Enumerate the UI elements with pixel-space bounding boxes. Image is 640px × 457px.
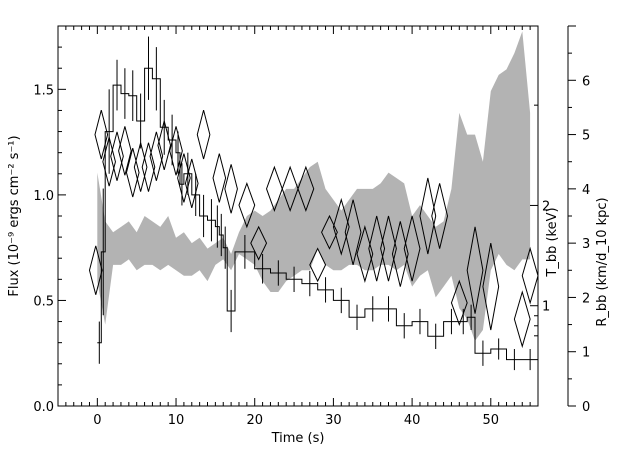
radius-diamond bbox=[224, 164, 238, 214]
x-tick-label: 50 bbox=[483, 413, 500, 428]
y-right-outer-tick-label: 1 bbox=[582, 346, 590, 361]
x-tick-label: 0 bbox=[93, 413, 101, 428]
y-left-tick-label: 1.0 bbox=[33, 189, 54, 204]
y-right-inner-tick-label: 1 bbox=[542, 300, 550, 315]
flux-histogram-layer bbox=[97, 36, 538, 371]
radius-diamond bbox=[94, 110, 109, 160]
radius-diamond bbox=[184, 158, 199, 208]
y-right-outer-tick-label: 3 bbox=[582, 237, 590, 252]
radius-diamond bbox=[513, 290, 531, 349]
radius-diamond bbox=[403, 215, 421, 282]
radius-diamond bbox=[482, 243, 500, 331]
radius-diamond bbox=[281, 165, 299, 213]
y-right-outer-tick-label: 5 bbox=[582, 129, 590, 144]
radius-diamond bbox=[450, 279, 468, 327]
y-right-outer-tick-label: 6 bbox=[582, 74, 590, 89]
radius-diamond bbox=[250, 225, 268, 261]
y-right-outer-tick-label: 2 bbox=[582, 291, 590, 306]
radius-diamond bbox=[297, 165, 315, 213]
temperature-uncertainty-band-layer bbox=[97, 31, 531, 341]
radius-diamond bbox=[196, 110, 211, 160]
radius-diamond bbox=[125, 148, 140, 198]
y-right-outer-tick-label: 4 bbox=[582, 183, 590, 198]
y-right-outer-tick-label: 0 bbox=[582, 400, 590, 415]
radius-diamond bbox=[212, 153, 227, 203]
radius-diamond bbox=[141, 142, 156, 192]
radius-diamond bbox=[88, 245, 103, 295]
x-tick-label: 10 bbox=[168, 413, 185, 428]
radius-diamond bbox=[380, 215, 397, 282]
radius-diamond bbox=[309, 247, 327, 283]
radius-diamond bbox=[110, 131, 124, 181]
radius-diamond-layer bbox=[88, 110, 539, 349]
radius-diamond bbox=[419, 177, 437, 255]
radius-diamond bbox=[177, 153, 191, 203]
radius-diamond bbox=[149, 131, 164, 181]
radius-diamond bbox=[321, 214, 338, 250]
radius-diamond bbox=[521, 246, 539, 305]
radius-diamond bbox=[238, 181, 256, 229]
radius-diamond bbox=[344, 199, 362, 265]
y-axis-label-left: Flux (10⁻⁹ ergs cm⁻² s⁻¹) bbox=[7, 135, 22, 296]
x-tick-label: 40 bbox=[404, 413, 421, 428]
y-axis-label-right-inner: T_bb (keV) bbox=[545, 207, 560, 277]
flux-histogram-line bbox=[97, 67, 538, 361]
radius-diamond bbox=[466, 226, 484, 314]
y-axis-label-right-outer: R_bb (km/d_10 kpc) bbox=[595, 197, 610, 326]
radius-diamond bbox=[332, 197, 350, 256]
x-tick-label: 20 bbox=[246, 413, 263, 428]
radius-diamond bbox=[118, 126, 132, 176]
radius-diamond bbox=[368, 215, 386, 282]
temperature-band bbox=[97, 31, 531, 341]
y-left-tick-label: 1.5 bbox=[33, 83, 54, 98]
radius-diamond bbox=[265, 165, 283, 213]
y-left-tick-label: 0.0 bbox=[33, 400, 54, 415]
y-right-inner-tick-label: 2 bbox=[542, 199, 550, 214]
y-left-tick-label: 0.5 bbox=[33, 294, 54, 309]
radius-diamond bbox=[157, 120, 172, 170]
radius-diamond bbox=[133, 142, 148, 192]
radius-diamond bbox=[169, 126, 183, 176]
x-tick-label: 30 bbox=[325, 413, 342, 428]
x-axis-label: Time (s) bbox=[271, 431, 325, 446]
radius-diamond bbox=[431, 183, 449, 249]
radius-diamond bbox=[102, 137, 116, 187]
